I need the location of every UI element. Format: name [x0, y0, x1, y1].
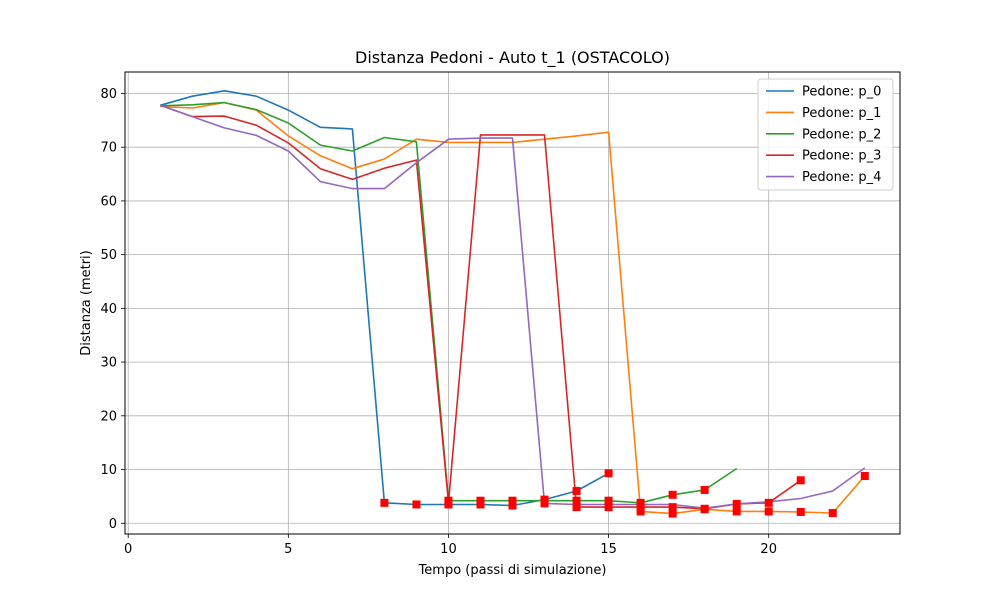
- y-tick-label: 10: [100, 463, 117, 478]
- data-point-marker: [764, 498, 773, 507]
- data-point-marker: [572, 496, 581, 505]
- y-tick-label: 60: [100, 194, 117, 209]
- y-axis-label: Distanza (metri): [79, 250, 94, 355]
- legend: Pedone: p_0 Pedone: p_1 Pedone: p_2 Pedone:…: [757, 78, 894, 191]
- chart-title: Distanza Pedoni - Auto t_1 (OSTACOLO): [355, 48, 670, 68]
- legend-entry: Pedone: p_4: [802, 170, 881, 185]
- data-point-marker: [604, 469, 613, 478]
- data-point-marker: [572, 487, 581, 496]
- data-point-marker: [700, 485, 709, 494]
- legend-entry: Pedone: p_0: [802, 85, 881, 100]
- data-point-marker: [380, 498, 389, 507]
- data-point-marker: [764, 507, 773, 516]
- data-point-marker: [732, 499, 741, 508]
- x-axis-label: Tempo (passi di simulazione): [418, 563, 607, 578]
- data-point-marker: [860, 471, 869, 480]
- axes-frame: [124, 71, 901, 535]
- data-point-marker: [444, 498, 453, 507]
- y-tick-label: 30: [100, 356, 117, 371]
- x-tick-label: 5: [284, 542, 292, 557]
- grid: [125, 72, 900, 534]
- y-tick-label: 70: [100, 141, 117, 156]
- ticks: 0 5 10 15 20 0 10 20 30 40 50 60 70 80: [100, 87, 777, 557]
- data-point-marker: [732, 507, 741, 516]
- legend-entry: Pedone: p_1: [802, 106, 881, 121]
- data-point-marker: [508, 496, 517, 505]
- data-point-marker: [828, 509, 837, 518]
- y-tick-label: 40: [100, 302, 117, 317]
- data-point-marker: [476, 496, 485, 505]
- data-point-marker: [636, 507, 645, 516]
- legend-entry: Pedone: p_3: [802, 149, 881, 164]
- data-point-marker: [412, 500, 421, 509]
- data-point-marker: [796, 507, 805, 516]
- data-point-marker: [668, 503, 677, 512]
- y-tick-label: 0: [109, 517, 117, 532]
- data-point-marker: [636, 503, 645, 512]
- data-point-marker: [604, 503, 613, 512]
- x-tick-label: 15: [600, 542, 617, 557]
- y-tick-label: 80: [100, 87, 117, 102]
- legend-entry: Pedone: p_2: [802, 127, 881, 142]
- data-point-marker: [700, 504, 709, 513]
- data-point-marker: [540, 499, 549, 508]
- x-tick-label: 0: [124, 542, 132, 557]
- data-point-marker: [668, 490, 677, 499]
- y-tick-label: 50: [100, 248, 117, 263]
- data-point-marker: [508, 501, 517, 510]
- y-tick-label: 20: [100, 409, 117, 424]
- x-tick-label: 20: [760, 542, 777, 557]
- data-point-marker: [668, 509, 677, 518]
- legend-box: [757, 78, 894, 191]
- data-point-marker: [572, 503, 581, 512]
- data-point-marker: [796, 476, 805, 485]
- data-point-marker: [636, 498, 645, 507]
- series-markers: [380, 469, 869, 518]
- series-line: [159, 104, 802, 510]
- x-tick-label: 10: [440, 542, 457, 557]
- series-line: [159, 104, 866, 510]
- data-point-marker: [604, 496, 613, 505]
